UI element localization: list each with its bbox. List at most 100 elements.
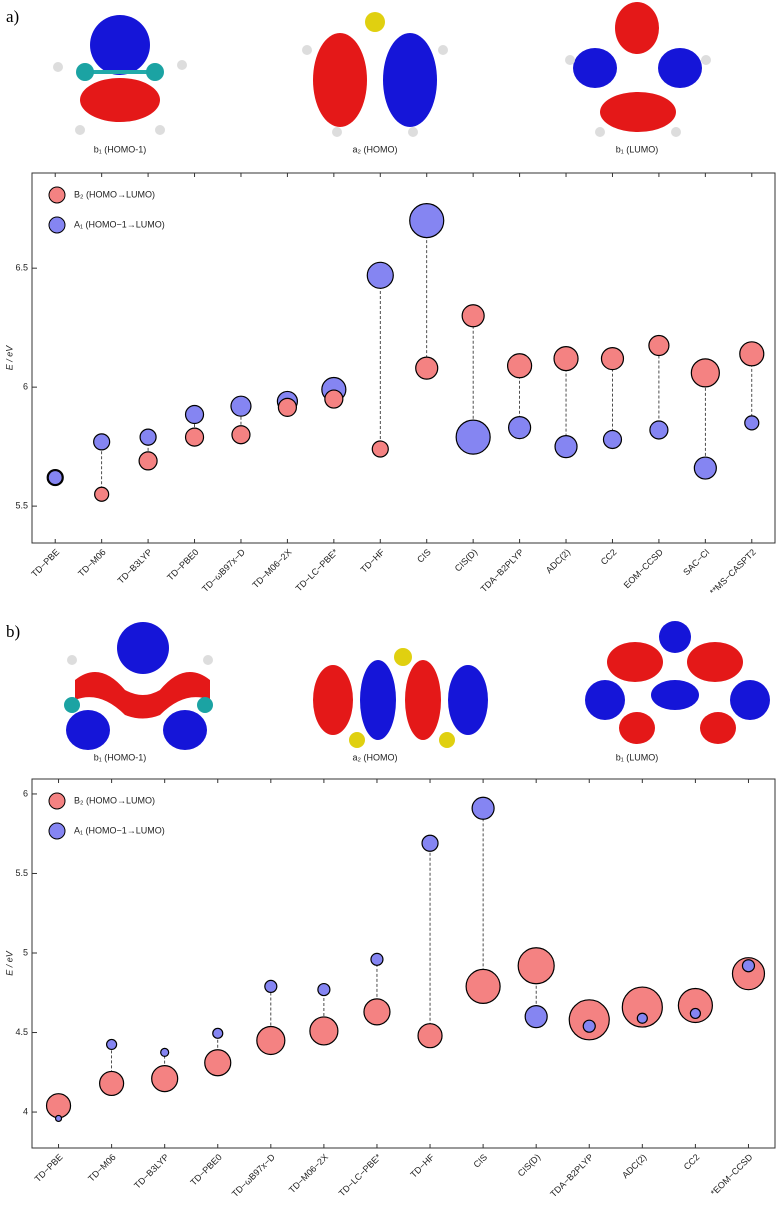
bubble (160, 1047, 170, 1058)
legend-marker (48, 792, 66, 810)
x-tick-label: **MS−CASPT2 (708, 547, 758, 597)
x-tick-label: TD−PBE0 (188, 1152, 224, 1188)
x-tick-label: TD−HF (408, 1152, 436, 1180)
y-tick-label: 4.5 (15, 1027, 28, 1037)
y-tick-label: 5.5 (15, 868, 28, 878)
bubble (417, 1023, 443, 1049)
y-tick-label: 6 (23, 382, 28, 392)
bubble (744, 415, 760, 431)
x-tick-label: CC2 (599, 547, 619, 567)
y-tick-label: 6 (23, 788, 28, 798)
y-tick-label: 5.5 (15, 500, 28, 510)
bubble (415, 356, 439, 380)
bubble (139, 428, 157, 446)
bubble (277, 397, 298, 417)
bubble (324, 389, 344, 409)
x-tick-label: ADC(2) (544, 547, 572, 575)
bubble (600, 346, 625, 371)
legend-label: A₁ (HOMO−1→LUMO) (74, 219, 165, 229)
bubble (184, 404, 205, 425)
x-tick-label: CIS(D) (516, 1152, 543, 1179)
x-tick-label: TDA−B2PLYP (548, 1152, 595, 1199)
panel-label: a) (6, 7, 19, 26)
bubble (99, 1070, 125, 1097)
bubble (649, 420, 669, 440)
bubble (204, 1049, 232, 1077)
x-tick-label: TD−M06−2X (250, 547, 293, 590)
bubble (636, 1012, 648, 1024)
bubble (256, 1025, 286, 1056)
x-tick-label: TD−M06 (76, 547, 108, 579)
bubble (690, 358, 720, 388)
x-tick-label: TD−ωB97x−D (230, 1152, 277, 1199)
x-tick-label: *EOM−CCSD (709, 1152, 755, 1198)
x-tick-label: TDA−B2PLYP (479, 547, 526, 594)
bubble (370, 952, 384, 966)
x-tick-label: TD−M06 (86, 1152, 118, 1184)
x-tick-label: TD−B3LYP (132, 1152, 171, 1191)
legend-label: B₂ (HOMO→LUMO) (74, 795, 155, 805)
bubble (93, 433, 111, 451)
bubble (554, 435, 578, 459)
orbital-label: b₁ (LUMO) (616, 752, 659, 762)
x-tick-label: TD−LC−PBE* (294, 547, 341, 594)
bubble (264, 979, 278, 994)
y-tick-label: 4 (23, 1106, 28, 1116)
plot-frame (31, 778, 776, 1149)
bubble (366, 261, 394, 289)
bubble (309, 1016, 339, 1046)
y-axis-title: E / eV (4, 345, 14, 371)
bubble (648, 334, 670, 357)
x-tick-label: ADC(2) (620, 1152, 648, 1180)
legend-label: A₁ (HOMO−1→LUMO) (74, 825, 165, 835)
bubble (54, 1114, 63, 1123)
y-tick-label: 6.5 (15, 263, 28, 273)
bubble (517, 947, 555, 985)
orbital-sketch (64, 621, 770, 750)
bubble (47, 469, 63, 486)
bubble (138, 451, 158, 471)
x-tick-label: CIS(D) (453, 547, 480, 574)
bubble (363, 998, 391, 1026)
bubble (94, 486, 110, 502)
x-tick-label: TD−ωB97x−D (200, 547, 247, 594)
x-tick-label: TD−PBE0 (165, 547, 201, 583)
bubble (524, 1005, 548, 1029)
bubble (421, 834, 439, 852)
bubble (506, 353, 533, 379)
x-tick-label: CIS (472, 1152, 490, 1170)
x-tick-label: EOM−CCSD (622, 547, 666, 591)
orbital-label: b₁ (HOMO-1) (94, 144, 147, 154)
x-tick-label: CC2 (682, 1152, 702, 1172)
bubble (455, 419, 491, 455)
bubble (184, 427, 205, 447)
bubble (465, 968, 501, 1005)
bubble (230, 395, 252, 417)
orbital-label: a₂ (HOMO) (353, 144, 398, 154)
bubble (602, 429, 623, 450)
x-tick-label: CIS (415, 547, 433, 565)
bubble (231, 425, 251, 445)
bubble (106, 1038, 118, 1051)
x-tick-label: TD−PBE (29, 547, 61, 579)
y-tick-label: 5 (23, 947, 28, 957)
bubble (471, 796, 495, 820)
bubble (461, 304, 485, 328)
bubble (507, 415, 532, 440)
bubble (693, 456, 717, 480)
x-tick-label: TD−PBE (33, 1152, 65, 1184)
bubble (151, 1065, 179, 1093)
x-tick-label: TD−HF (359, 547, 387, 575)
x-tick-label: TD−M06−2X (287, 1152, 330, 1195)
bubble (371, 440, 389, 458)
bubble (212, 1027, 224, 1039)
bubble (739, 341, 765, 367)
bubble (553, 345, 579, 372)
x-tick-label: TD−LC−PBE* (337, 1152, 384, 1199)
bubble (741, 959, 756, 973)
bubble (409, 202, 445, 239)
bubble (45, 1093, 72, 1119)
bubble (621, 986, 663, 1028)
